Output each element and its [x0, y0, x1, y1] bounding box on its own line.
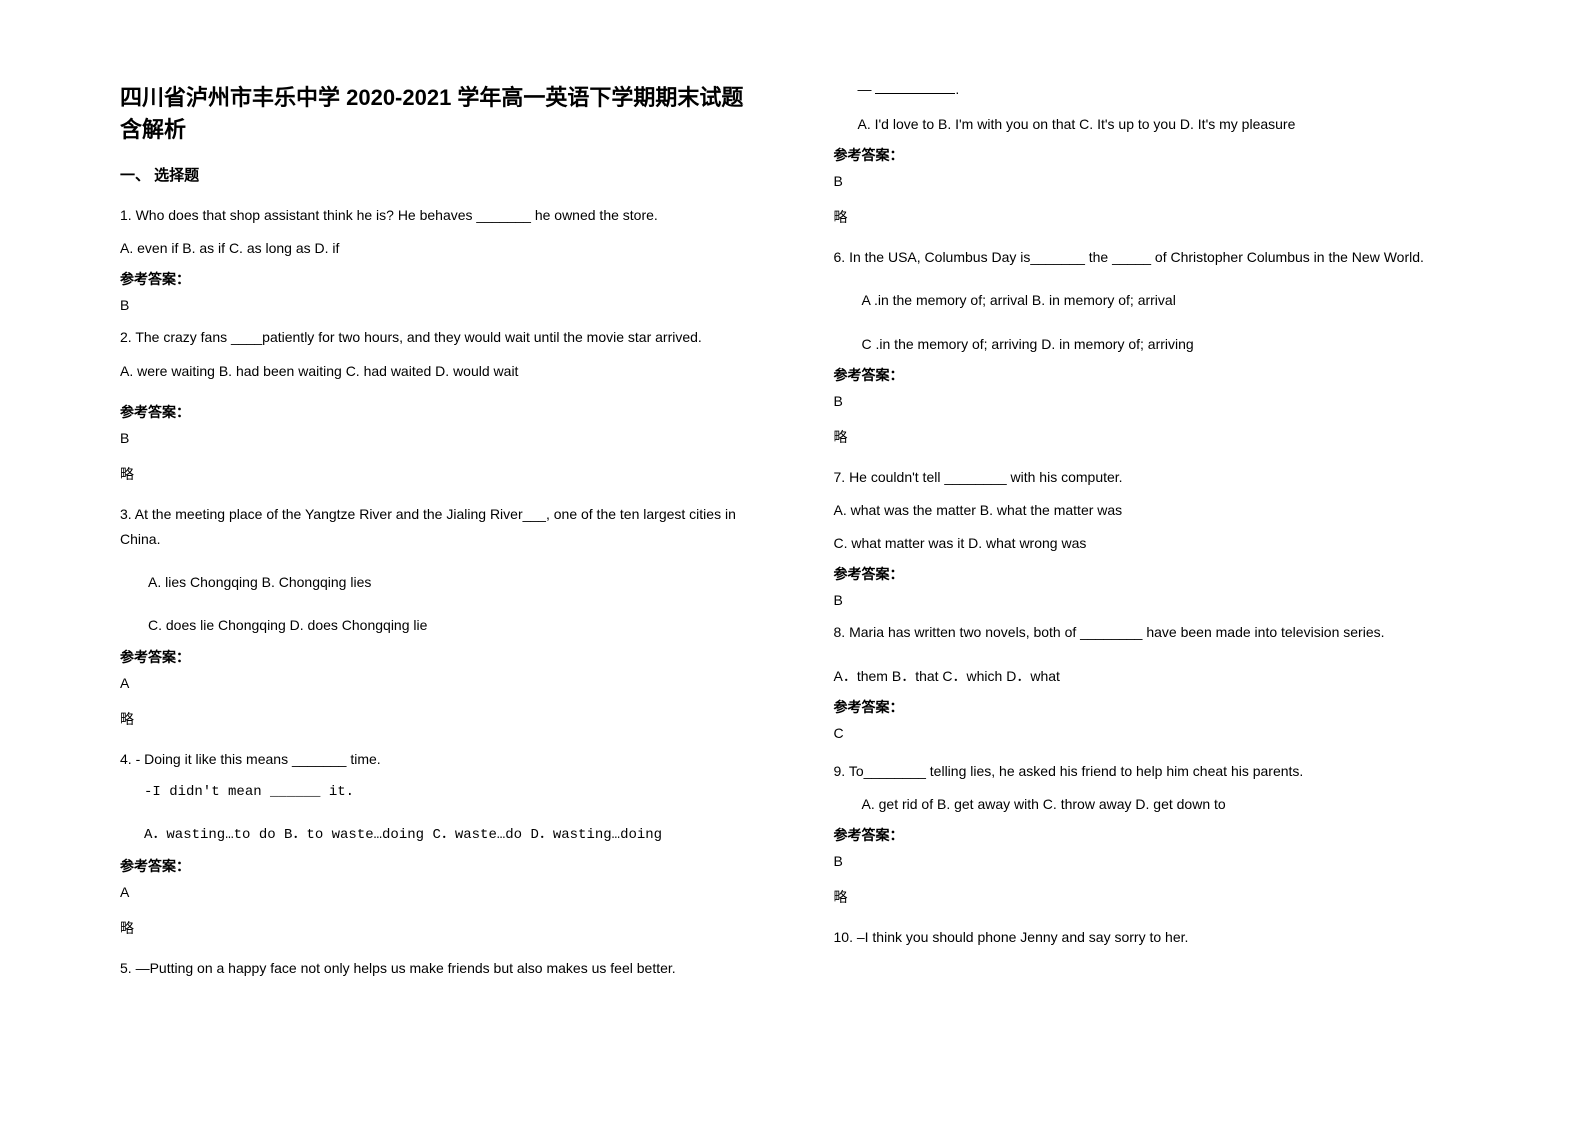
q5-opts: A. I'd love to B. I'm with you on that C… — [834, 112, 1468, 137]
q7-ans-label: 参考答案： — [834, 564, 1468, 584]
q4-opts: A．wasting…to do B．to waste…doing C．waste… — [120, 823, 754, 848]
doc-title: 四川省泸州市丰乐中学 2020-2021 学年高一英语下学期期末试题含解析 — [120, 80, 754, 144]
q5-ans: B — [834, 173, 1468, 189]
q3-opts1: A. lies Chongqing B. Chongqing lies — [120, 570, 754, 595]
q8-ans-label: 参考答案： — [834, 697, 1468, 717]
q5-dash: — . — [834, 80, 1468, 97]
q6-text: 6. In the USA, Columbus Day is_______ th… — [834, 245, 1468, 270]
q4-ans: A — [120, 884, 754, 900]
q2-text: 2. The crazy fans ____patiently for two … — [120, 325, 754, 350]
q9-opts: A. get rid of B. get away with C. throw … — [834, 792, 1468, 817]
q1-ans-label: 参考答案： — [120, 269, 754, 289]
q4-ans-label: 参考答案： — [120, 856, 754, 876]
q6-ans: B — [834, 393, 1468, 409]
q9-ans-label: 参考答案： — [834, 825, 1468, 845]
q10-text: 10. –I think you should phone Jenny and … — [834, 925, 1468, 950]
q5-ans-label: 参考答案： — [834, 145, 1468, 165]
q3-ans-label: 参考答案： — [120, 647, 754, 667]
q3-opts2: C. does lie Chongqing D. does Chongqing … — [120, 613, 754, 638]
q2-skip: 略 — [120, 464, 754, 484]
q2-opts: A. were waiting B. had been waiting C. h… — [120, 359, 754, 384]
q4-skip: 略 — [120, 918, 754, 938]
q8-opts: A．them B．that C．which D．what — [834, 664, 1468, 689]
q7-text: 7. He couldn't tell ________ with his co… — [834, 465, 1468, 490]
q3-ans: A — [120, 675, 754, 691]
q3-text: 3. At the meeting place of the Yangtze R… — [120, 502, 754, 552]
q6-opts1: A .in the memory of; arrival B. in memor… — [834, 288, 1468, 313]
q6-skip: 略 — [834, 427, 1468, 447]
q8-text: 8. Maria has written two novels, both of… — [834, 620, 1468, 645]
q5-skip: 略 — [834, 207, 1468, 227]
q4-text: 4. - Doing it like this means _______ ti… — [120, 747, 754, 772]
q1-opts: A. even if B. as if C. as long as D. if — [120, 236, 754, 261]
q8-ans: C — [834, 725, 1468, 741]
q7-opts2: C. what matter was it D. what wrong was — [834, 531, 1468, 556]
q9-ans: B — [834, 853, 1468, 869]
q2-ans: B — [120, 430, 754, 446]
q9-skip: 略 — [834, 887, 1468, 907]
q4-text2: -I didn't mean ______ it. — [120, 780, 754, 805]
q6-ans-label: 参考答案： — [834, 365, 1468, 385]
section-header: 一、 选择题 — [120, 164, 754, 185]
q7-opts1: A. what was the matter B. what the matte… — [834, 498, 1468, 523]
q5-text: 5. —Putting on a happy face not only hel… — [120, 956, 754, 981]
q7-ans: B — [834, 592, 1468, 608]
q2-ans-label: 参考答案： — [120, 402, 754, 422]
q6-opts2: C .in the memory of; arriving D. in memo… — [834, 332, 1468, 357]
q3-skip: 略 — [120, 709, 754, 729]
q1-ans: B — [120, 297, 754, 313]
q1-text: 1. Who does that shop assistant think he… — [120, 203, 754, 228]
q9-text: 9. To________ telling lies, he asked his… — [834, 759, 1468, 784]
